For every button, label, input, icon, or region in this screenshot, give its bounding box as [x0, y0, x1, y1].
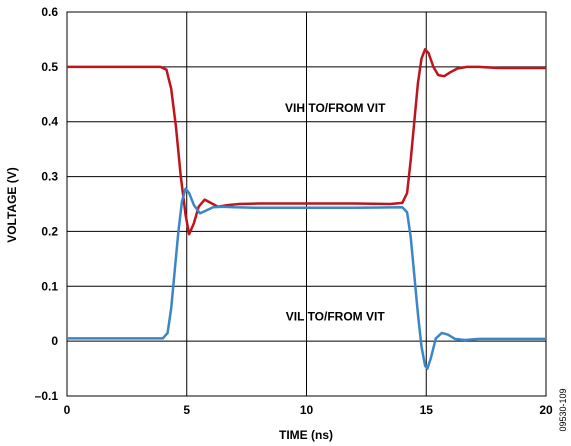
- y-tick-label: –0.1: [35, 389, 59, 403]
- x-tick-labels: 0 5 10 15 20: [64, 403, 553, 417]
- y-tick-label: 0.6: [41, 5, 58, 19]
- x-tick-label: 20: [539, 403, 553, 417]
- x-tick-label: 10: [300, 403, 314, 417]
- y-tick-label: 0.5: [41, 60, 58, 74]
- series-line-vil: [67, 187, 546, 370]
- x-tick-label: 5: [183, 403, 190, 417]
- plot-frame: [66, 11, 547, 397]
- series-layer: [67, 48, 546, 370]
- annotation-vih: VIH TO/FROM VIT: [285, 101, 386, 115]
- x-tick-label: 0: [64, 403, 71, 417]
- annotation-vil: VIL TO/FROM VIT: [286, 309, 386, 323]
- x-axis-title: TIME (ns): [279, 428, 333, 442]
- x-tick-label: 15: [420, 403, 434, 417]
- y-tick-label: 0.3: [41, 170, 58, 184]
- y-tick-label: 0.1: [41, 279, 58, 293]
- y-tick-label: 0: [51, 334, 58, 348]
- figure-id: 09530-109: [558, 388, 568, 431]
- y-tick-label: 0.4: [41, 115, 58, 129]
- y-tick-labels: –0.1 0 0.1 0.2 0.3 0.4 0.5 0.6: [35, 5, 59, 403]
- series-line-vih: [67, 48, 546, 236]
- y-tick-label: 0.2: [41, 224, 58, 238]
- y-axis-title: VOLTAGE (V): [5, 167, 19, 243]
